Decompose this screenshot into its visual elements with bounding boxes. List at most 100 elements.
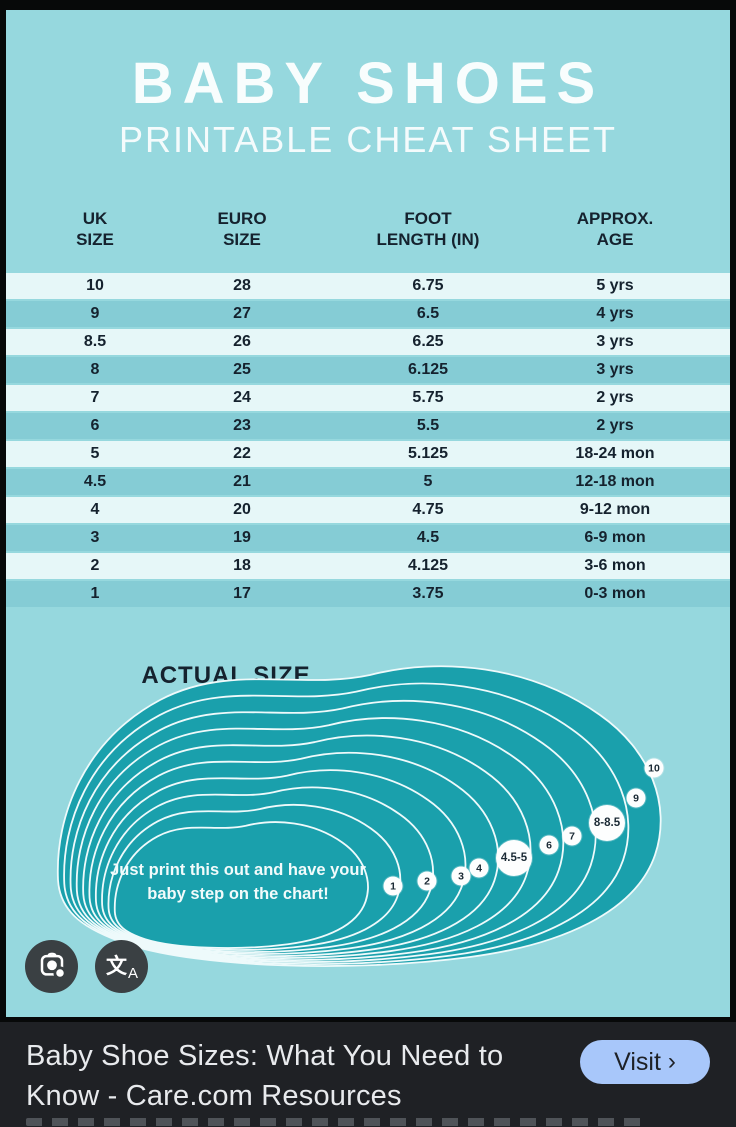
visit-label: Visit: [614, 1047, 661, 1076]
footprint-note: Just print this out and have your baby s…: [102, 858, 374, 906]
table-row: 3 19 4.5 6-9 mon: [6, 525, 730, 553]
table-cell: 4.75: [412, 501, 444, 518]
size-marker: 6: [539, 835, 559, 855]
size-table-body: 10 28 6.75 5 yrs 9 27 6.5 4 yrs 8.5 26 6.25 3 yrs 8 2…: [6, 273, 730, 609]
table-cell: 8: [90, 361, 100, 378]
table-cell: 0-3 mon: [584, 585, 646, 602]
size-marker: 9: [626, 788, 646, 808]
chevron-right-icon: ›: [667, 1048, 676, 1075]
header-line: FOOT: [404, 209, 452, 228]
size-marker: 8-8.5: [589, 805, 625, 841]
header-line: SIZE: [223, 230, 261, 249]
table-cell: 25: [233, 361, 251, 378]
poster-image[interactable]: BABY SHOES PRINTABLE CHEAT SHEET UK SIZE…: [6, 10, 730, 1017]
table-row: 2 18 4.125 3-6 mon: [6, 553, 730, 581]
table-cell: 3: [90, 529, 100, 546]
size-marker: 10: [644, 758, 664, 778]
footprint-note-line: baby step on the chart!: [147, 885, 329, 903]
table-cell: 6: [90, 417, 100, 434]
table-cell: 4: [90, 501, 100, 518]
table-row: 8.5 26 6.25 3 yrs: [6, 329, 730, 357]
table-cell: 6.125: [407, 361, 449, 378]
table-cell: 6.5: [416, 305, 440, 322]
table-cell: 28: [233, 277, 251, 294]
table-row: 1 17 3.75 0-3 mon: [6, 581, 730, 609]
table-cell: 4.125: [407, 557, 449, 574]
table-cell: 4 yrs: [596, 305, 634, 322]
table-cell: 20: [233, 501, 251, 518]
table-cell: 6-9 mon: [584, 529, 646, 546]
table-row: 8 25 6.125 3 yrs: [6, 357, 730, 385]
result-title-line: Baby Shoe Sizes: What You Need to: [26, 1040, 504, 1072]
table-row: 4.5 21 5 12-18 mon: [6, 469, 730, 497]
table-cell: 27: [233, 305, 251, 322]
table-cell: 2: [90, 557, 100, 574]
table-cell: 2 yrs: [596, 417, 634, 434]
header-line: LENGTH (IN): [376, 230, 480, 249]
table-cell: 6.75: [412, 277, 444, 294]
table-cell: 3 yrs: [596, 361, 634, 378]
table-cell: 9: [90, 305, 100, 322]
size-marker: 2: [417, 871, 437, 891]
result-title[interactable]: Baby Shoe Sizes: What You Need to Know -…: [26, 1036, 503, 1116]
table-cell: 5: [423, 473, 433, 490]
table-row: 7 24 5.75 2 yrs: [6, 385, 730, 413]
table-cell: 18-24 mon: [575, 445, 655, 462]
header-line: AGE: [596, 230, 634, 249]
column-header-uk-size: UK SIZE: [6, 208, 184, 250]
table-cell: 18: [233, 557, 251, 574]
translate-button[interactable]: 文A: [95, 940, 148, 993]
size-marker: 1: [383, 876, 403, 896]
footprint-graphic: [6, 645, 730, 1017]
table-row: 9 27 6.5 4 yrs: [6, 301, 730, 329]
size-marker: 3: [451, 866, 471, 886]
poster-subtitle: PRINTABLE CHEAT SHEET: [118, 119, 618, 160]
caption-bar: Baby Shoe Sizes: What You Need to Know -…: [0, 1022, 736, 1127]
table-cell: 21: [233, 473, 251, 490]
table-cell: 10: [86, 277, 104, 294]
table-cell: 3.75: [412, 585, 444, 602]
table-cell: 5 yrs: [596, 277, 634, 294]
table-cell: 5.5: [416, 417, 440, 434]
table-header-row: UK SIZE EURO SIZE FOOT LENGTH (IN) APPRO…: [6, 208, 730, 250]
lens-button[interactable]: [25, 940, 78, 993]
table-cell: 24: [233, 389, 251, 406]
poster-title: BABY SHOES: [131, 51, 605, 116]
table-cell: 2 yrs: [596, 389, 634, 406]
table-cell: 26: [233, 333, 251, 350]
table-cell: 6.25: [412, 333, 444, 350]
header-line: APPROX.: [576, 209, 654, 228]
column-header-approx-age: APPROX. AGE: [556, 208, 730, 250]
footprint-outline: [115, 822, 368, 948]
table-cell: 22: [233, 445, 251, 462]
table-cell: 7: [90, 389, 100, 406]
header-line: EURO: [217, 209, 267, 228]
table-row: 6 23 5.5 2 yrs: [6, 413, 730, 441]
table-cell: 5.75: [412, 389, 444, 406]
table-cell: 3-6 mon: [584, 557, 646, 574]
table-cell: 23: [233, 417, 251, 434]
table-cell: 8.5: [83, 333, 107, 350]
footprint-note-line: Just print this out and have your: [110, 861, 366, 879]
table-cell: 5.125: [407, 445, 449, 462]
visit-button[interactable]: Visit ›: [580, 1040, 710, 1084]
table-row: 4 20 4.75 9-12 mon: [6, 497, 730, 525]
table-cell: 5: [90, 445, 100, 462]
google-lens-icon: [37, 950, 67, 983]
table-cell: 4.5: [416, 529, 440, 546]
header-line: SIZE: [76, 230, 114, 249]
table-cell: 1: [90, 585, 100, 602]
size-marker: 4.5-5: [496, 840, 532, 876]
table-cell: 17: [233, 585, 251, 602]
size-marker: 4: [469, 858, 489, 878]
size-marker: 7: [562, 826, 582, 846]
column-header-euro-size: EURO SIZE: [184, 208, 300, 250]
table-cell: 4.5: [83, 473, 107, 490]
column-header-foot-length: FOOT LENGTH (IN): [300, 208, 556, 250]
table-row: 5 22 5.125 18-24 mon: [6, 441, 730, 469]
table-row: 10 28 6.75 5 yrs: [6, 273, 730, 301]
truncated-text-line: [26, 1118, 646, 1126]
result-title-line: Know - Care.com Resources: [26, 1080, 402, 1112]
table-cell: 3 yrs: [596, 333, 634, 350]
